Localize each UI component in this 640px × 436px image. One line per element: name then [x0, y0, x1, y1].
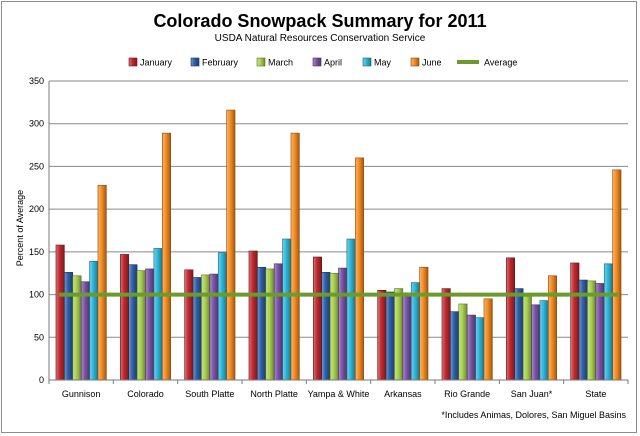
bar-january-3: [248, 250, 258, 381]
bar-february-5: [385, 291, 395, 381]
legend-item-january: January: [128, 57, 173, 68]
bar-april-8: [595, 283, 605, 381]
bar-june-5: [419, 266, 429, 381]
legend-item-march: March: [256, 57, 293, 68]
x-tick-label: State: [585, 389, 606, 399]
axes: 0 50 100 150 200 250 300 350 Gunnison Colorado Sou…: [29, 76, 629, 399]
legend-swatch: [128, 57, 138, 67]
bar-march-1: [136, 270, 146, 381]
bar-february-1: [128, 264, 138, 381]
legend-item-february: February: [190, 57, 239, 68]
bar-january-2: [184, 269, 194, 381]
bar-march-2: [201, 274, 211, 381]
legend-label: February: [202, 58, 239, 68]
y-tick-label: 100: [29, 290, 44, 300]
bar-may-6: [475, 317, 485, 381]
legend-swatch: [312, 57, 322, 67]
bar-april-6: [466, 314, 476, 381]
bar-january-8: [570, 262, 580, 381]
bar-june-8: [612, 169, 622, 381]
x-tick-label: Gunnison: [62, 389, 101, 399]
bar-january-6: [441, 288, 451, 381]
chart-subtitle: USDA Natural Resources Conservation Serv…: [214, 33, 426, 44]
bar-february-6: [450, 311, 460, 381]
bar-june-2: [226, 109, 236, 381]
legend-swatch: [256, 57, 266, 67]
x-tick-label: North Platte: [250, 389, 298, 399]
legend-item-april: April: [312, 57, 342, 68]
x-tick-label: Arkansas: [384, 389, 422, 399]
bar-april-7: [531, 304, 541, 381]
bar-february-4: [321, 272, 331, 381]
x-tick-label: Colorado: [127, 389, 164, 399]
y-tick-label: 250: [29, 161, 44, 171]
bar-june-3: [290, 132, 300, 381]
y-tick-label: 200: [29, 204, 44, 214]
legend-swatch: [190, 57, 200, 67]
legend-label: May: [374, 58, 392, 68]
legend-item-may: May: [362, 57, 392, 68]
bar-march-6: [458, 303, 468, 381]
bar-march-0: [72, 275, 82, 381]
bar-april-1: [145, 268, 155, 381]
bar-january-4: [312, 256, 322, 381]
legend-label: Average: [484, 58, 517, 68]
bar-march-4: [329, 272, 339, 381]
bar-may-3: [282, 238, 292, 381]
bar-april-3: [273, 263, 283, 381]
bar-june-0: [97, 184, 107, 381]
bar-june-1: [162, 132, 172, 381]
bar-march-3: [265, 268, 275, 381]
y-tick-label: 50: [34, 332, 44, 342]
x-tick-label: Rio Grande: [444, 389, 490, 399]
y-tick-label: 350: [29, 76, 44, 86]
bar-january-5: [377, 289, 387, 381]
legend-label: June: [422, 58, 442, 68]
bar-february-7: [514, 288, 524, 381]
chart-footnote: *Includes Animas, Dolores, San Miguel Ba…: [441, 410, 626, 420]
legend: January February March April May June Average: [128, 57, 517, 68]
chart-title: Colorado Snowpack Summary for 2011: [153, 11, 487, 31]
bar-february-0: [64, 272, 74, 381]
bar-march-7: [522, 295, 532, 381]
bar-may-4: [346, 238, 356, 381]
x-tick-label: South Platte: [185, 389, 234, 399]
y-tick-label: 0: [39, 375, 44, 385]
x-tick-label: San Juan*: [511, 389, 553, 399]
bar-may-7: [539, 300, 549, 381]
bar-june-6: [483, 298, 493, 381]
legend-item-average: Average: [457, 58, 517, 68]
bar-may-2: [217, 252, 227, 381]
legend-item-june: June: [410, 57, 442, 68]
legend-label: January: [140, 58, 173, 68]
y-tick-label: 150: [29, 247, 44, 257]
bar-may-1: [153, 248, 163, 381]
bar-february-3: [257, 266, 267, 381]
bar-may-0: [89, 260, 99, 381]
bar-may-5: [410, 282, 420, 381]
bars: [55, 109, 622, 381]
bar-january-7: [505, 257, 515, 381]
bar-january-0: [55, 244, 65, 381]
legend-label: April: [324, 58, 342, 68]
bar-may-8: [603, 263, 613, 381]
bar-april-2: [209, 273, 219, 381]
legend-swatch: [362, 57, 372, 67]
bar-june-4: [354, 157, 364, 381]
x-tick-label: Yampa & White: [308, 389, 370, 399]
bar-january-1: [120, 254, 130, 381]
bar-march-5: [394, 288, 404, 381]
bar-april-4: [338, 267, 348, 381]
legend-label: March: [268, 58, 293, 68]
legend-swatch: [410, 57, 420, 67]
bar-april-5: [402, 292, 412, 381]
y-tick-label: 300: [29, 119, 44, 129]
bar-june-7: [547, 275, 557, 381]
